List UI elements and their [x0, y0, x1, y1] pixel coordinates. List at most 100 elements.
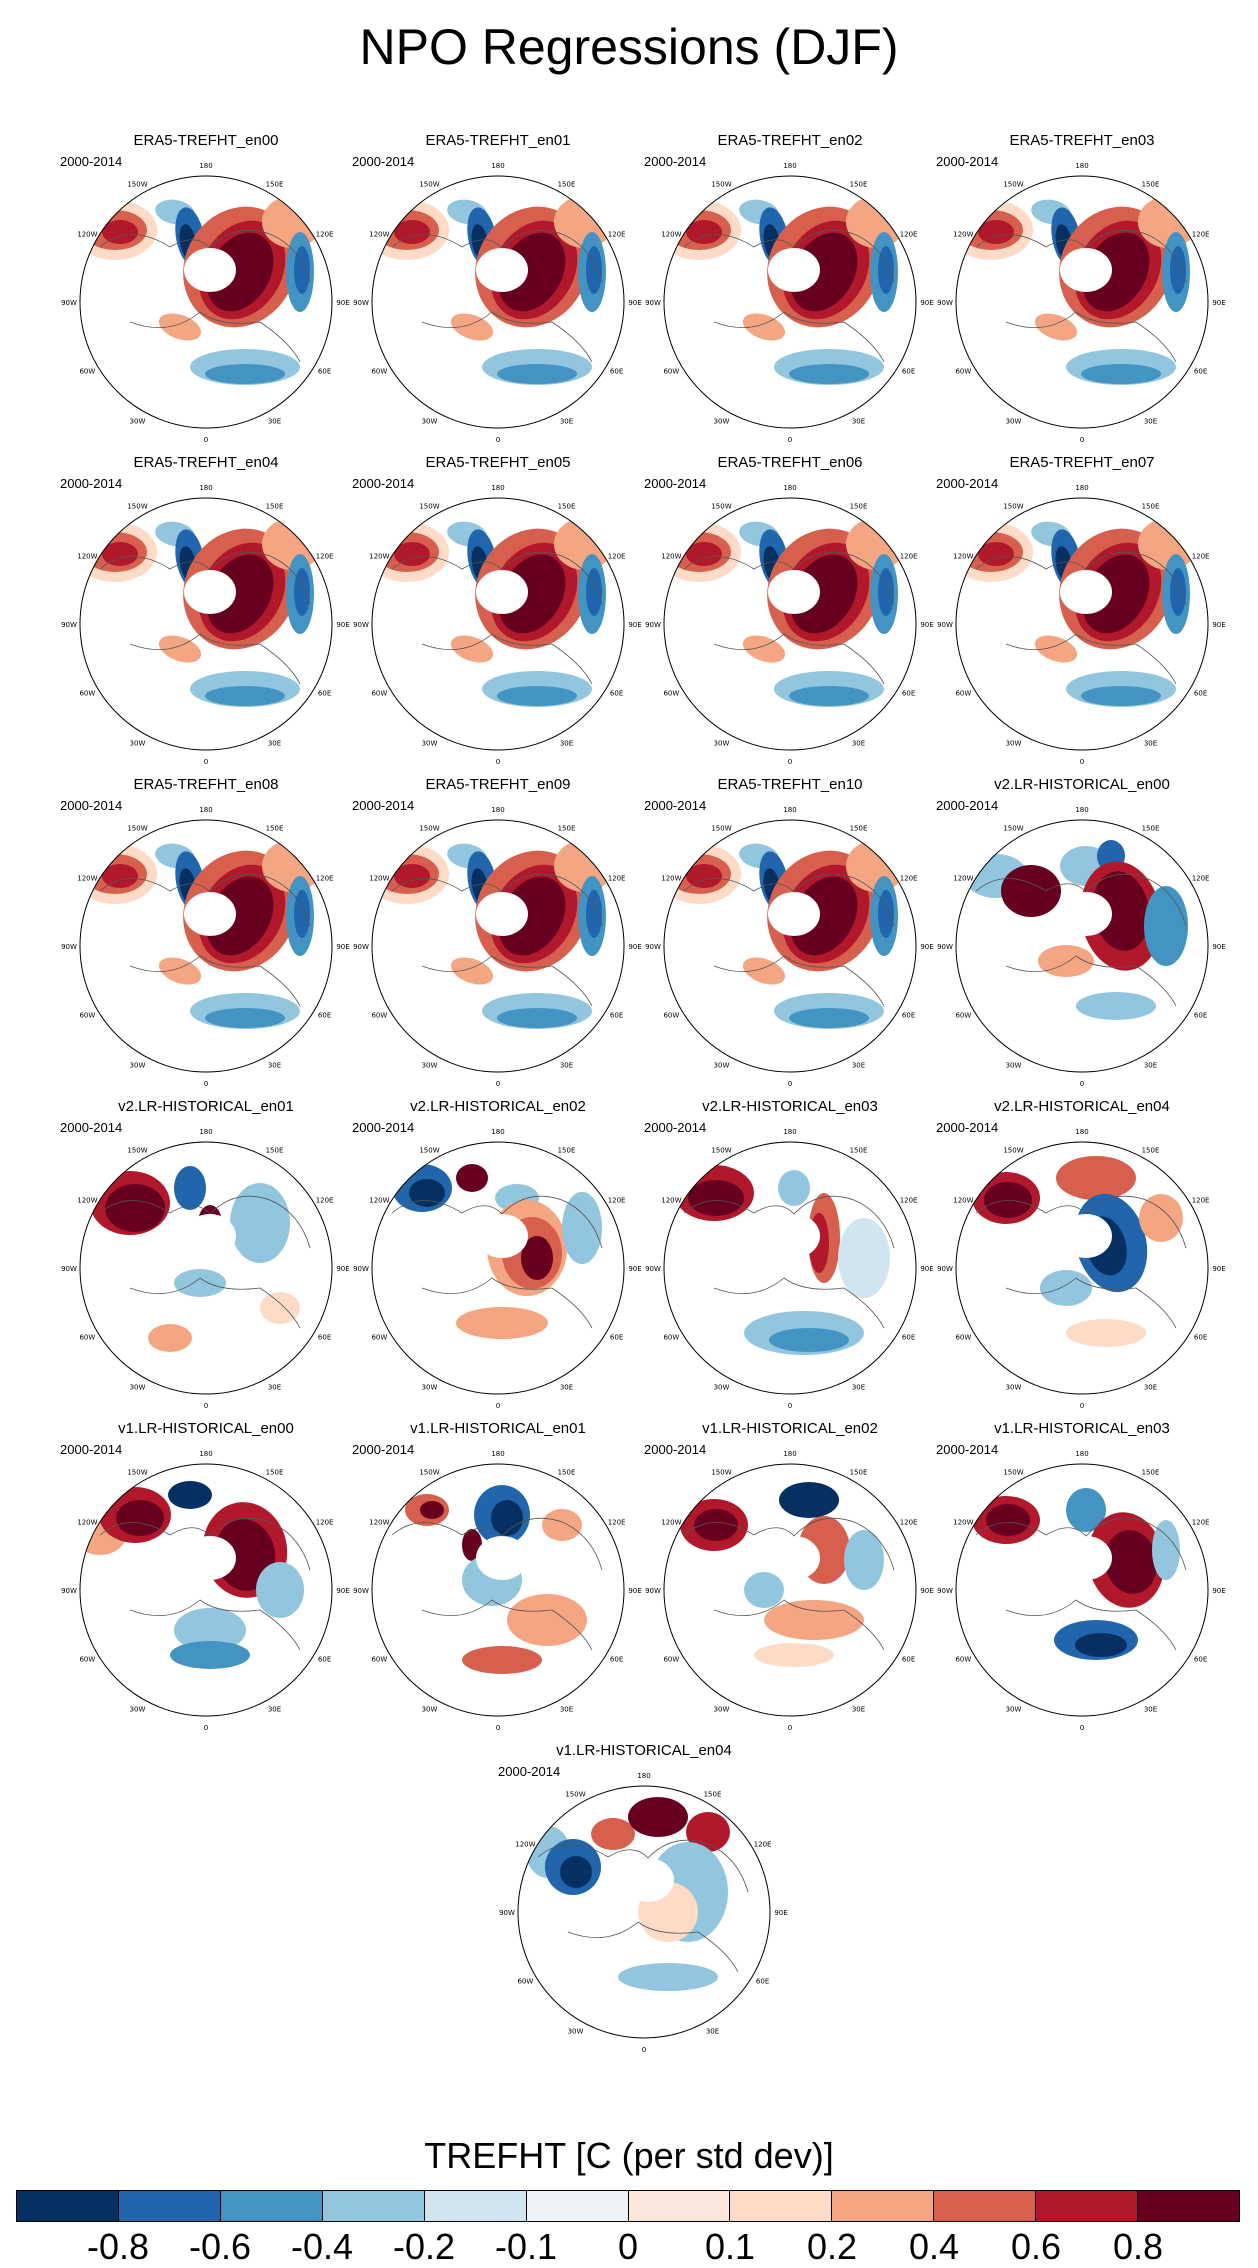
longitude-label: 150E: [1142, 1468, 1160, 1476]
panel-title: ERA5-TREFHT_en06: [717, 454, 863, 471]
colorbar-tick-label: 0: [617, 2226, 639, 2267]
longitude-label: 150W: [1003, 824, 1023, 832]
map-panel: v1.LR-HISTORICAL_en04 2000-2014 180 150E 120…: [498, 1742, 790, 2064]
longitude-label: 90W: [353, 943, 369, 951]
temperature-anomaly-region: [586, 890, 602, 938]
colorbar-tick-label: -0.6: [188, 2226, 252, 2267]
coastline: [975, 1517, 1187, 1651]
temperature-anomaly-region: [789, 364, 869, 384]
coastline: [683, 1195, 895, 1329]
longitude-label: 180: [491, 162, 504, 170]
panel-title: ERA5-TREFHT_en10: [717, 776, 863, 793]
longitude-label: 120W: [369, 231, 389, 239]
longitude-label: 90E: [336, 621, 349, 629]
map-field: [80, 1464, 332, 1716]
map-boundary: [663, 1463, 917, 1717]
map-field: [80, 498, 332, 750]
longitude-label: 90E: [628, 621, 641, 629]
longitude-label: 150E: [558, 1468, 576, 1476]
longitude-label: 120W: [77, 231, 97, 239]
map-field: [80, 176, 332, 428]
map-field: [956, 176, 1208, 428]
panel-period: 2000-2014: [60, 1120, 123, 1135]
longitude-label: 60E: [610, 368, 623, 376]
temperature-anomaly-region: [878, 568, 894, 616]
map-boundary: [517, 1785, 771, 2039]
longitude-label: 60E: [318, 368, 331, 376]
longitude-label: 180: [491, 1450, 504, 1458]
temperature-anomaly-region: [742, 313, 786, 341]
panel-title: v1.LR-HISTORICAL_en02: [702, 1420, 878, 1437]
map-field: [956, 820, 1208, 1072]
panel-title: v2.LR-HISTORICAL_en00: [994, 776, 1170, 793]
longitude-label: 150E: [558, 824, 576, 832]
coastline: [391, 229, 603, 363]
longitude-label: 90W: [937, 1265, 953, 1273]
longitude-label: 120E: [1192, 231, 1210, 239]
longitude-label: 60W: [79, 1012, 95, 1020]
polar-map: 180 150E 120E 90E 60E 30E 0 30W 60W 90W 120W 150W: [61, 162, 350, 444]
longitude-label: 150W: [127, 502, 147, 510]
map-panel: ERA5-TREFHT_en02 2000-2014 180 150E 120E 90E 6…: [644, 132, 936, 454]
temperature-anomaly-region: [205, 364, 285, 384]
map-boundary: [663, 175, 917, 429]
map-boundary: [79, 497, 333, 751]
longitude-label: 120E: [608, 231, 626, 239]
longitude-label: 0: [1080, 436, 1084, 444]
longitude-label: 30W: [714, 1706, 730, 1714]
longitude-label: 90E: [1212, 943, 1225, 951]
longitude-label: 60E: [756, 1978, 769, 1986]
panel-title: ERA5-TREFHT_en09: [425, 776, 571, 793]
longitude-label: 150W: [711, 502, 731, 510]
longitude-label: 90W: [937, 621, 953, 629]
arctic-ocean: [768, 570, 820, 614]
temperature-anomaly-region: [586, 568, 602, 616]
arctic-ocean: [476, 892, 528, 936]
temperature-anomaly-region: [294, 890, 310, 938]
temperature-anomaly-region: [174, 1269, 226, 1297]
coastline: [975, 229, 1187, 363]
longitude-label: 30W: [714, 418, 730, 426]
polar-map: 180 150E 120E 90E 60E 30E 0 30W 60W 90W 120W 150W: [353, 1450, 642, 1732]
map-panel: v1.LR-HISTORICAL_en00 2000-2014 180 150E 120…: [60, 1420, 352, 1742]
longitude-label: 120W: [661, 1197, 681, 1205]
arctic-ocean: [1060, 1536, 1112, 1580]
temperature-anomaly-region: [1040, 1270, 1092, 1306]
longitude-label: 60W: [371, 1012, 387, 1020]
colorbar-segment: [934, 2191, 1037, 2221]
longitude-label: 150E: [266, 502, 284, 510]
longitude-label: 150E: [266, 824, 284, 832]
temperature-anomaly-region: [105, 1184, 165, 1232]
longitude-label: 90W: [645, 299, 661, 307]
panel-title: ERA5-TREFHT_en03: [1009, 132, 1155, 149]
temperature-anomaly-region: [456, 1164, 488, 1192]
colorbar-tick-label: 0.8: [1112, 2226, 1164, 2267]
map-field: [664, 820, 916, 1072]
longitude-label: 120W: [515, 1841, 535, 1849]
longitude-label: 120W: [369, 1519, 389, 1527]
colorbar-segment: [628, 2191, 731, 2221]
longitude-label: 30W: [1006, 1706, 1022, 1714]
longitude-label: 0: [496, 1724, 500, 1732]
longitude-label: 90W: [353, 1587, 369, 1595]
longitude-label: 180: [783, 1450, 796, 1458]
map-boundary: [955, 819, 1209, 1073]
longitude-label: 90E: [336, 1265, 349, 1273]
temperature-anomaly-region: [878, 890, 894, 938]
panel-title: v1.LR-HISTORICAL_en01: [410, 1420, 586, 1437]
temperature-anomaly-region: [1075, 1633, 1127, 1657]
temperature-anomaly-region: [789, 686, 869, 706]
longitude-label: 60W: [371, 1656, 387, 1664]
temperature-anomaly-region: [450, 635, 494, 663]
temperature-anomaly-region: [686, 864, 722, 888]
longitude-label: 150E: [850, 180, 868, 188]
arctic-ocean: [184, 1536, 236, 1580]
map-boundary: [663, 819, 917, 1073]
map-field: [372, 820, 624, 1072]
longitude-label: 150E: [558, 502, 576, 510]
panel-period: 2000-2014: [644, 798, 707, 813]
map-field: [372, 498, 624, 750]
arctic-ocean: [184, 570, 236, 614]
temperature-anomaly-region: [978, 220, 1014, 244]
coastline: [99, 1195, 311, 1329]
